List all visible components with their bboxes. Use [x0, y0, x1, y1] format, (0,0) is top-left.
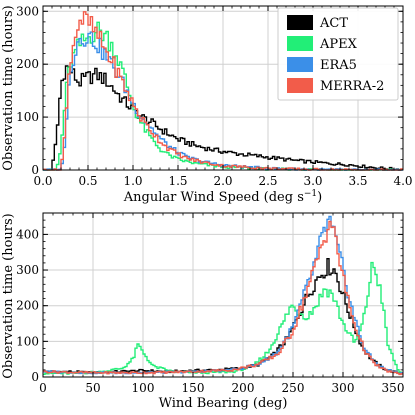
- top-x-axis-label: Angular Wind Speed (deg s−1): [123, 189, 322, 205]
- top-x-tick-label: 0.0: [33, 174, 52, 188]
- top-x-tick-label: 2.5: [258, 174, 277, 188]
- bottom-y-tick-label: 300: [16, 263, 39, 277]
- legend-swatch-act: [287, 15, 313, 30]
- bottom-x-tick-label: 350: [382, 381, 405, 395]
- top-y-tick-label: 100: [16, 110, 39, 124]
- bottom-x-axis-label: Wind Bearing (deg): [159, 396, 288, 411]
- legend-box: [277, 7, 399, 101]
- top-x-tick-label: 0.5: [78, 174, 97, 188]
- legend-label-merra2: MERRA-2: [320, 79, 384, 94]
- top-series-merra2: [43, 11, 403, 171]
- legend-label-act: ACT: [319, 16, 348, 31]
- bottom-series-group: [43, 215, 403, 376]
- legend-item-apex: APEX: [287, 36, 358, 52]
- bottom-ticks: 0 50 100 150 200 250 300 350 0 100 200 300 400: [16, 212, 405, 395]
- top-x-tick-label: 1.5: [168, 174, 187, 188]
- legend-label-era5: ERA5: [320, 58, 357, 73]
- bottom-y-tick-label: 200: [16, 299, 39, 313]
- bottom-x-tick-label: 300: [332, 381, 355, 395]
- legend: ACT APEX ERA5 MERRA-2: [277, 7, 399, 101]
- top-y-tick-label: 0: [31, 163, 39, 177]
- top-y-axis-label: Observation time (hours): [1, 5, 16, 171]
- bottom-panel: 0 50 100 150 200 250 300 350 0 100 200 300 400 Wind …: [1, 212, 405, 411]
- top-x-tick-label: 4.0: [393, 174, 412, 188]
- legend-swatch-merra2: [287, 78, 313, 93]
- legend-swatch-era5: [287, 57, 313, 72]
- bottom-y-tick-label: 400: [16, 227, 39, 241]
- bottom-series-merra2: [43, 220, 403, 376]
- top-x-tick-label: 2.0: [213, 174, 232, 188]
- legend-label-apex: APEX: [319, 37, 358, 52]
- top-x-tick-label: 3.5: [348, 174, 367, 188]
- top-x-tick-label: 3.0: [303, 174, 322, 188]
- bottom-y-tick-label: 100: [16, 334, 39, 348]
- bottom-y-axis-label: Observation time (hours): [1, 213, 16, 379]
- bottom-y-tick-label: 0: [31, 370, 39, 384]
- legend-item-act: ACT: [287, 15, 348, 31]
- bottom-x-tick-label: 150: [182, 381, 205, 395]
- bottom-x-tick-label: 0: [39, 381, 47, 395]
- top-ticks: 0.0 0.5 1.0 1.5 2.0 2.5 3.0 3.5 4.0 0 100 200 300: [16, 4, 412, 188]
- top-panel: 0.0 0.5 1.0 1.5 2.0 2.5 3.0 3.5 4.0 0 100 200 300 An…: [1, 4, 413, 205]
- legend-swatch-apex: [287, 36, 313, 51]
- bottom-x-tick-label: 50: [85, 381, 100, 395]
- bottom-x-tick-label: 200: [232, 381, 255, 395]
- top-y-tick-label: 200: [16, 57, 39, 71]
- legend-item-merra2: MERRA-2: [287, 78, 384, 94]
- top-series-act: [43, 65, 403, 171]
- top-x-tick-label: 1.0: [123, 174, 142, 188]
- legend-item-era5: ERA5: [287, 57, 357, 73]
- top-y-tick-label: 300: [16, 4, 39, 18]
- bottom-x-tick-label: 100: [132, 381, 155, 395]
- bottom-x-tick-label: 250: [282, 381, 305, 395]
